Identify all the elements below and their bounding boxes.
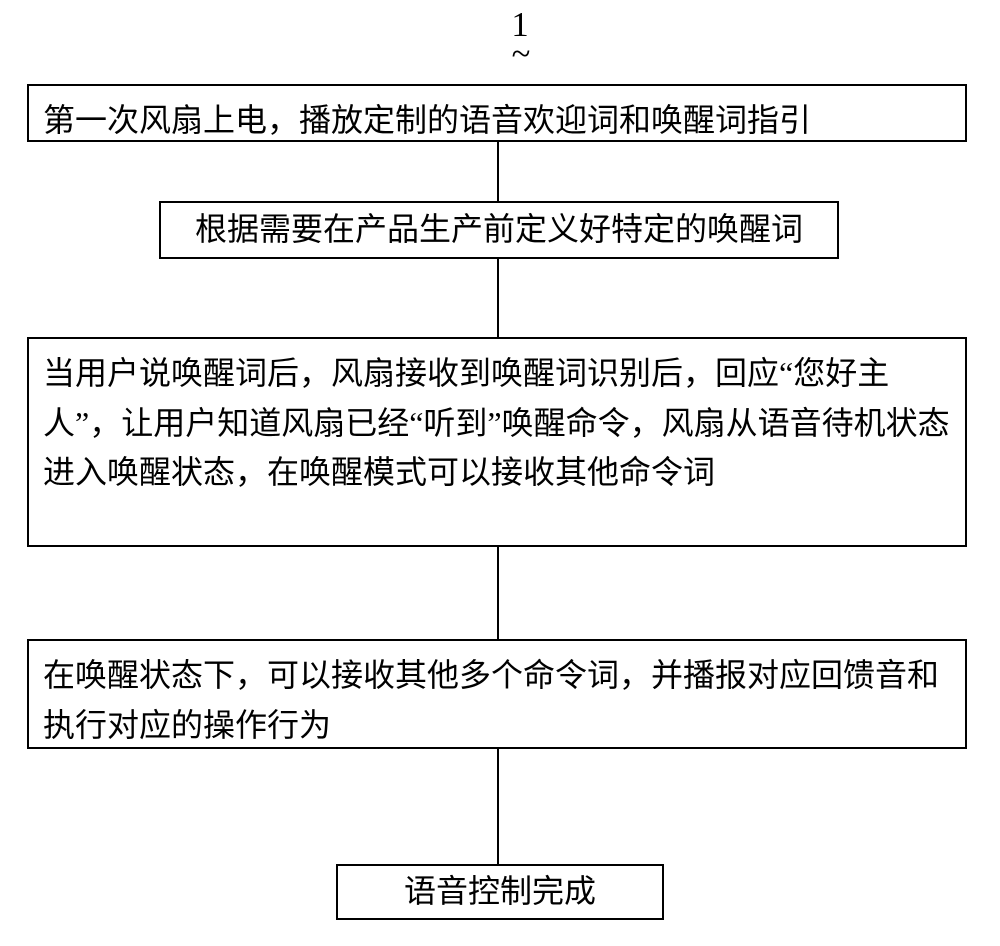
flow-node-text: 语音控制完成 xyxy=(404,867,596,917)
flow-node-text: 在唤醒状态下，可以接收其他多个命令词，并播报对应回馈音和执行对应的操作行为 xyxy=(43,657,939,743)
flow-node-text: 根据需要在产品生产前定义好特定的唤醒词 xyxy=(195,205,803,255)
flow-node-power-on: 第一次风扇上电，播放定制的语音欢迎词和唤醒词指引 xyxy=(27,84,967,142)
flow-edge xyxy=(497,547,499,639)
flowchart-canvas: 1 ~ 第一次风扇上电，播放定制的语音欢迎词和唤醒词指引 根据需要在产品生产前定… xyxy=(0,0,1000,946)
flow-node-complete: 语音控制完成 xyxy=(336,864,664,920)
flow-node-wake-response: 当用户说唤醒词后，风扇接收到唤醒词识别后，回应“您好主人”，让用户知道风扇已经“… xyxy=(27,337,967,547)
flow-edge xyxy=(497,259,499,337)
flow-edge xyxy=(497,142,499,201)
flow-node-text: 第一次风扇上电，播放定制的语音欢迎词和唤醒词指引 xyxy=(43,102,811,138)
flow-node-awake-commands: 在唤醒状态下，可以接收其他多个命令词，并播报对应回馈音和执行对应的操作行为 xyxy=(27,639,967,749)
figure-label: 1 ~ xyxy=(505,8,535,71)
figure-tilde-icon: ~ xyxy=(505,37,535,72)
flow-node-text: 当用户说唤醒词后，风扇接收到唤醒词识别后，回应“您好主人”，让用户知道风扇已经“… xyxy=(43,355,950,490)
flow-node-define-wakeword: 根据需要在产品生产前定义好特定的唤醒词 xyxy=(159,201,839,259)
flow-edge xyxy=(497,749,499,864)
